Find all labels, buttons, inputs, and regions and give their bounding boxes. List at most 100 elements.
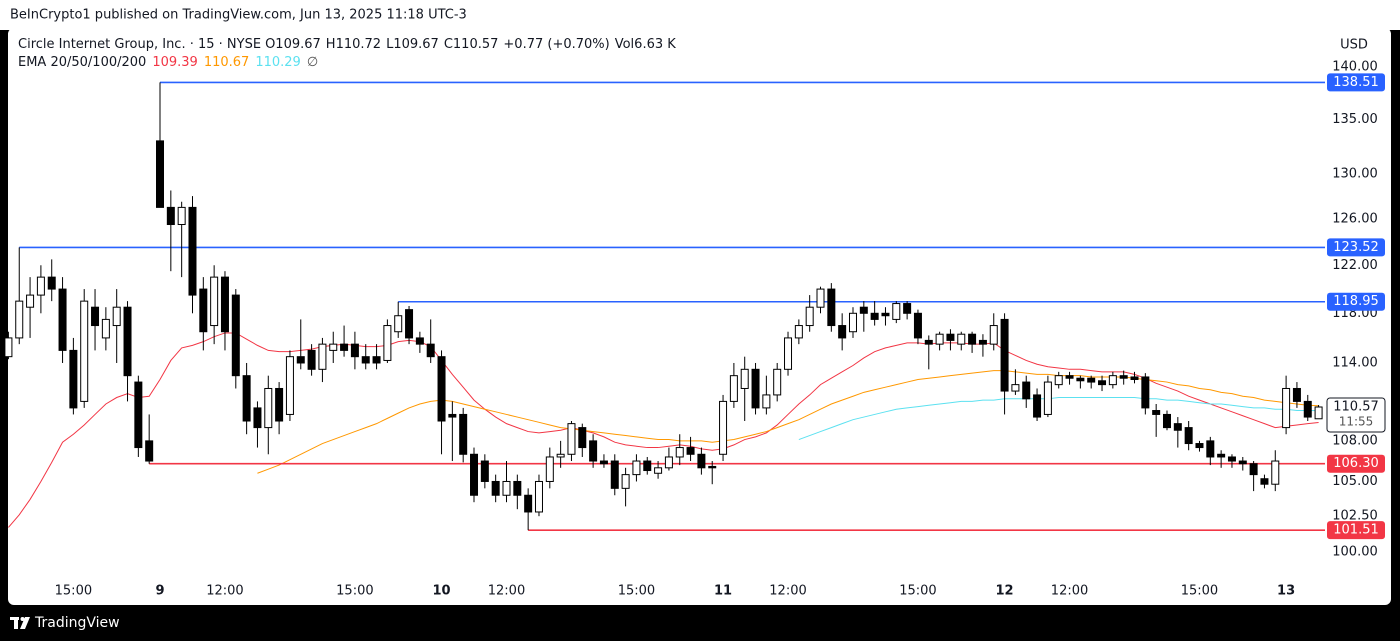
candle-body bbox=[794, 325, 803, 339]
candle-body bbox=[524, 494, 533, 513]
candle-body bbox=[134, 381, 143, 449]
candle-body bbox=[437, 356, 446, 422]
candle-body bbox=[957, 333, 966, 345]
last-price: 110.57 bbox=[1333, 399, 1379, 414]
candle-body bbox=[101, 318, 110, 339]
candle-body bbox=[1141, 376, 1150, 409]
candle-body bbox=[36, 276, 45, 296]
candle-body bbox=[784, 337, 793, 370]
candle-body bbox=[1249, 463, 1258, 476]
candle-body bbox=[697, 453, 706, 469]
ema-value: 110.67 bbox=[204, 55, 250, 70]
candle-body bbox=[307, 349, 316, 370]
candle-body bbox=[4, 337, 13, 358]
candle-body bbox=[643, 460, 652, 472]
candle-body bbox=[621, 474, 630, 489]
candle-body bbox=[1033, 394, 1042, 418]
candle-body bbox=[751, 368, 760, 409]
candle-body bbox=[372, 356, 381, 364]
candle-body bbox=[1173, 423, 1182, 431]
y-tick-label: 130.00 bbox=[1332, 166, 1378, 181]
candle-body bbox=[470, 453, 479, 496]
candle-body bbox=[1303, 400, 1312, 418]
candle-body bbox=[1184, 427, 1193, 445]
candle-body bbox=[1152, 410, 1161, 415]
candle-body bbox=[589, 440, 598, 462]
candle-body bbox=[91, 306, 100, 327]
candle-body bbox=[47, 276, 56, 290]
y-tick-label: 100.00 bbox=[1332, 544, 1378, 559]
candle-body bbox=[968, 333, 977, 345]
y-tick-label: 140.00 bbox=[1332, 59, 1378, 74]
x-tick-label: 15:00 bbox=[1181, 584, 1218, 599]
candle-body bbox=[578, 427, 587, 449]
candle-body bbox=[708, 465, 717, 469]
candle-body bbox=[1217, 453, 1226, 458]
legend-label: L bbox=[386, 37, 394, 52]
legend-value: 110.57 bbox=[453, 37, 499, 52]
legend-line: Circle Internet Group, Inc. · 15 · NYSE O… bbox=[18, 37, 676, 52]
candle-body bbox=[340, 343, 349, 351]
ema-line bbox=[8, 332, 1319, 528]
candle-body bbox=[816, 288, 825, 308]
candle-body bbox=[231, 294, 240, 377]
footer-brand: TradingView bbox=[34, 615, 120, 631]
candle-body bbox=[1292, 387, 1301, 402]
x-tick-label: 10 bbox=[432, 584, 450, 599]
candle-body bbox=[275, 387, 284, 422]
candle-body bbox=[210, 276, 219, 327]
price-tag bbox=[1327, 521, 1385, 540]
candle-body bbox=[502, 480, 511, 496]
candle-body bbox=[1043, 381, 1052, 415]
candle-body bbox=[1000, 318, 1009, 392]
logo-part bbox=[14, 617, 18, 629]
legend-title: Circle Internet Group, Inc. · 15 · NYSE bbox=[18, 37, 261, 52]
candle-body bbox=[556, 453, 565, 458]
candle-body bbox=[1065, 375, 1074, 379]
candle-body bbox=[394, 315, 403, 333]
candle-body bbox=[253, 407, 262, 429]
candle-body bbox=[664, 456, 673, 469]
candle-body bbox=[1260, 478, 1269, 485]
chart-panel bbox=[8, 28, 1391, 605]
x-tick-label: 12:00 bbox=[206, 584, 243, 599]
candle-body bbox=[805, 306, 814, 327]
candle-body bbox=[599, 460, 608, 465]
price-tag-label: 123.52 bbox=[1333, 240, 1379, 255]
logo-part bbox=[20, 617, 25, 621]
legend-value: +0.77 (+0.70%) bbox=[503, 37, 609, 52]
candle-body bbox=[1195, 443, 1204, 449]
candle-body bbox=[1119, 375, 1128, 379]
price-tag-label: 118.95 bbox=[1333, 294, 1379, 309]
header-bar bbox=[0, 0, 1400, 30]
candle-body bbox=[740, 368, 749, 389]
candle-body bbox=[415, 337, 424, 345]
candle-body bbox=[773, 368, 782, 396]
candle-body bbox=[1162, 413, 1171, 429]
x-tick-label: 12:00 bbox=[769, 584, 806, 599]
candle-body bbox=[827, 288, 836, 327]
candle-body bbox=[632, 460, 641, 476]
candle-body bbox=[1130, 376, 1139, 381]
y-tick-label: 135.00 bbox=[1332, 112, 1378, 127]
candle-body bbox=[762, 394, 771, 409]
candle-body bbox=[405, 309, 414, 339]
ema-value: 109.39 bbox=[152, 55, 198, 70]
x-tick-label: 15:00 bbox=[899, 584, 936, 599]
x-tick-label: 15:00 bbox=[618, 584, 655, 599]
candle-body bbox=[491, 480, 500, 496]
countdown: 11:55 bbox=[1339, 414, 1374, 428]
candle-body bbox=[1238, 460, 1247, 465]
candle-body bbox=[859, 306, 868, 314]
candle-body bbox=[1282, 387, 1291, 429]
candle-body bbox=[610, 460, 619, 489]
y-tick-label: 108.00 bbox=[1332, 433, 1378, 448]
ema-value: 110.29 bbox=[255, 55, 301, 70]
candle-body bbox=[1108, 375, 1117, 386]
candle-body bbox=[903, 303, 912, 314]
candle-body bbox=[156, 140, 165, 208]
y-tick-label: 105.00 bbox=[1332, 474, 1378, 489]
candle-body bbox=[978, 339, 987, 345]
candle-body bbox=[924, 339, 933, 345]
legend-label: H bbox=[326, 37, 336, 52]
